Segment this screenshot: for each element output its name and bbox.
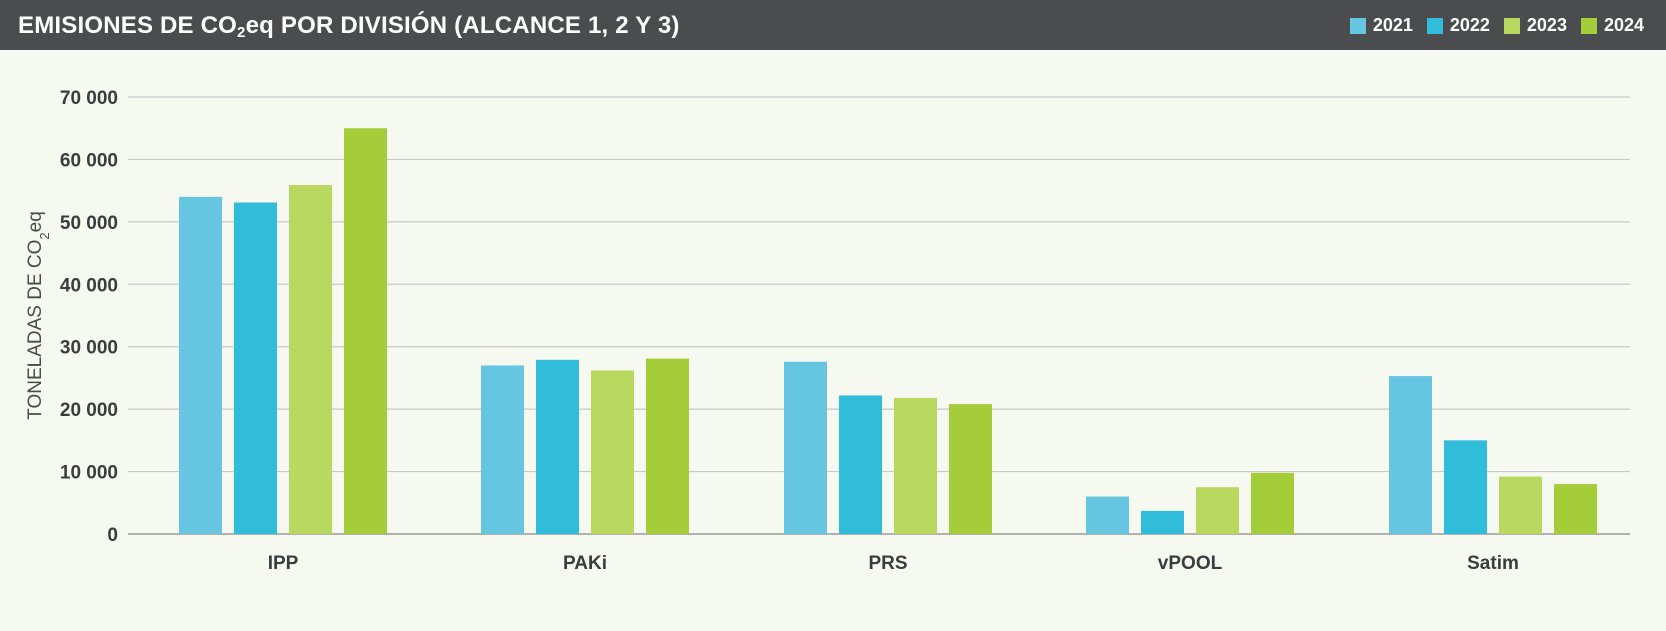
bar-IPP-2022 bbox=[234, 202, 277, 535]
legend-swatch bbox=[1580, 17, 1597, 34]
legend-item-2023: 2023 bbox=[1503, 15, 1567, 36]
legend-label: 2024 bbox=[1603, 15, 1644, 35]
y-tick-label: 50 000 bbox=[60, 213, 118, 234]
legend-item-2024: 2024 bbox=[1580, 15, 1644, 36]
y-tick-label: 60 000 bbox=[60, 150, 118, 171]
category-label: IPP bbox=[268, 553, 299, 574]
bar-vPOOL-2021 bbox=[1086, 496, 1129, 534]
bar-PAKi-2021 bbox=[481, 365, 524, 534]
bar-IPP-2024 bbox=[344, 128, 387, 534]
bar-PRS-2021 bbox=[784, 361, 827, 534]
y-tick-label: 10 000 bbox=[60, 463, 118, 484]
bar-vPOOL-2024 bbox=[1251, 472, 1294, 534]
bar-PAKi-2023 bbox=[591, 370, 634, 534]
chart-legend: 2021 2022 2023 2024 bbox=[1349, 15, 1644, 36]
y-axis-label: TONELADAS DE CO2eq bbox=[25, 211, 52, 420]
title-subscript: 2 bbox=[237, 24, 246, 41]
category-label: PRS bbox=[868, 553, 907, 574]
bar-Satim-2022 bbox=[1444, 440, 1487, 534]
bar-Satim-2021 bbox=[1389, 376, 1432, 534]
bar-Satim-2024 bbox=[1554, 484, 1597, 534]
legend-item-2022: 2022 bbox=[1426, 15, 1490, 36]
bar-PAKi-2022 bbox=[536, 359, 579, 534]
bar-IPP-2021 bbox=[179, 196, 222, 534]
bar-IPP-2023 bbox=[289, 185, 332, 534]
category-label: Satim bbox=[1467, 553, 1519, 574]
y-tick-label: 30 000 bbox=[60, 338, 118, 359]
legend-swatch bbox=[1349, 17, 1366, 34]
legend-label: 2023 bbox=[1526, 15, 1567, 35]
bar-PRS-2023 bbox=[894, 397, 937, 534]
bar-PRS-2022 bbox=[839, 395, 882, 534]
legend-label: 2022 bbox=[1449, 15, 1490, 35]
bar-vPOOL-2023 bbox=[1196, 487, 1239, 534]
y-tick-label: 0 bbox=[107, 525, 118, 546]
category-label: vPOOL bbox=[1158, 553, 1223, 574]
bar-PRS-2024 bbox=[949, 404, 992, 534]
bar-chart: 0 10 000 20 000 30 000 40 000 50 000 60 000 70 … bbox=[25, 88, 1630, 574]
y-tick-label: 40 000 bbox=[60, 275, 118, 296]
chart-title: EMISIONES DE CO2eq POR DIVISIÓN (ALCANCE… bbox=[18, 12, 680, 41]
legend-swatch bbox=[1426, 17, 1443, 34]
bar-PAKi-2024 bbox=[646, 358, 689, 534]
y-tick-label: 20 000 bbox=[60, 400, 118, 421]
category-label: PAKi bbox=[563, 553, 607, 574]
chart-header: EMISIONES DE CO2eq POR DIVISIÓN (ALCANCE… bbox=[0, 0, 1666, 50]
y-tick-label: 70 000 bbox=[60, 88, 118, 109]
legend-label: 2021 bbox=[1372, 15, 1413, 35]
bar-vPOOL-2022 bbox=[1141, 510, 1184, 534]
legend-swatch bbox=[1503, 17, 1520, 34]
legend-item-2021: 2021 bbox=[1349, 15, 1413, 36]
bar-Satim-2023 bbox=[1499, 476, 1542, 534]
